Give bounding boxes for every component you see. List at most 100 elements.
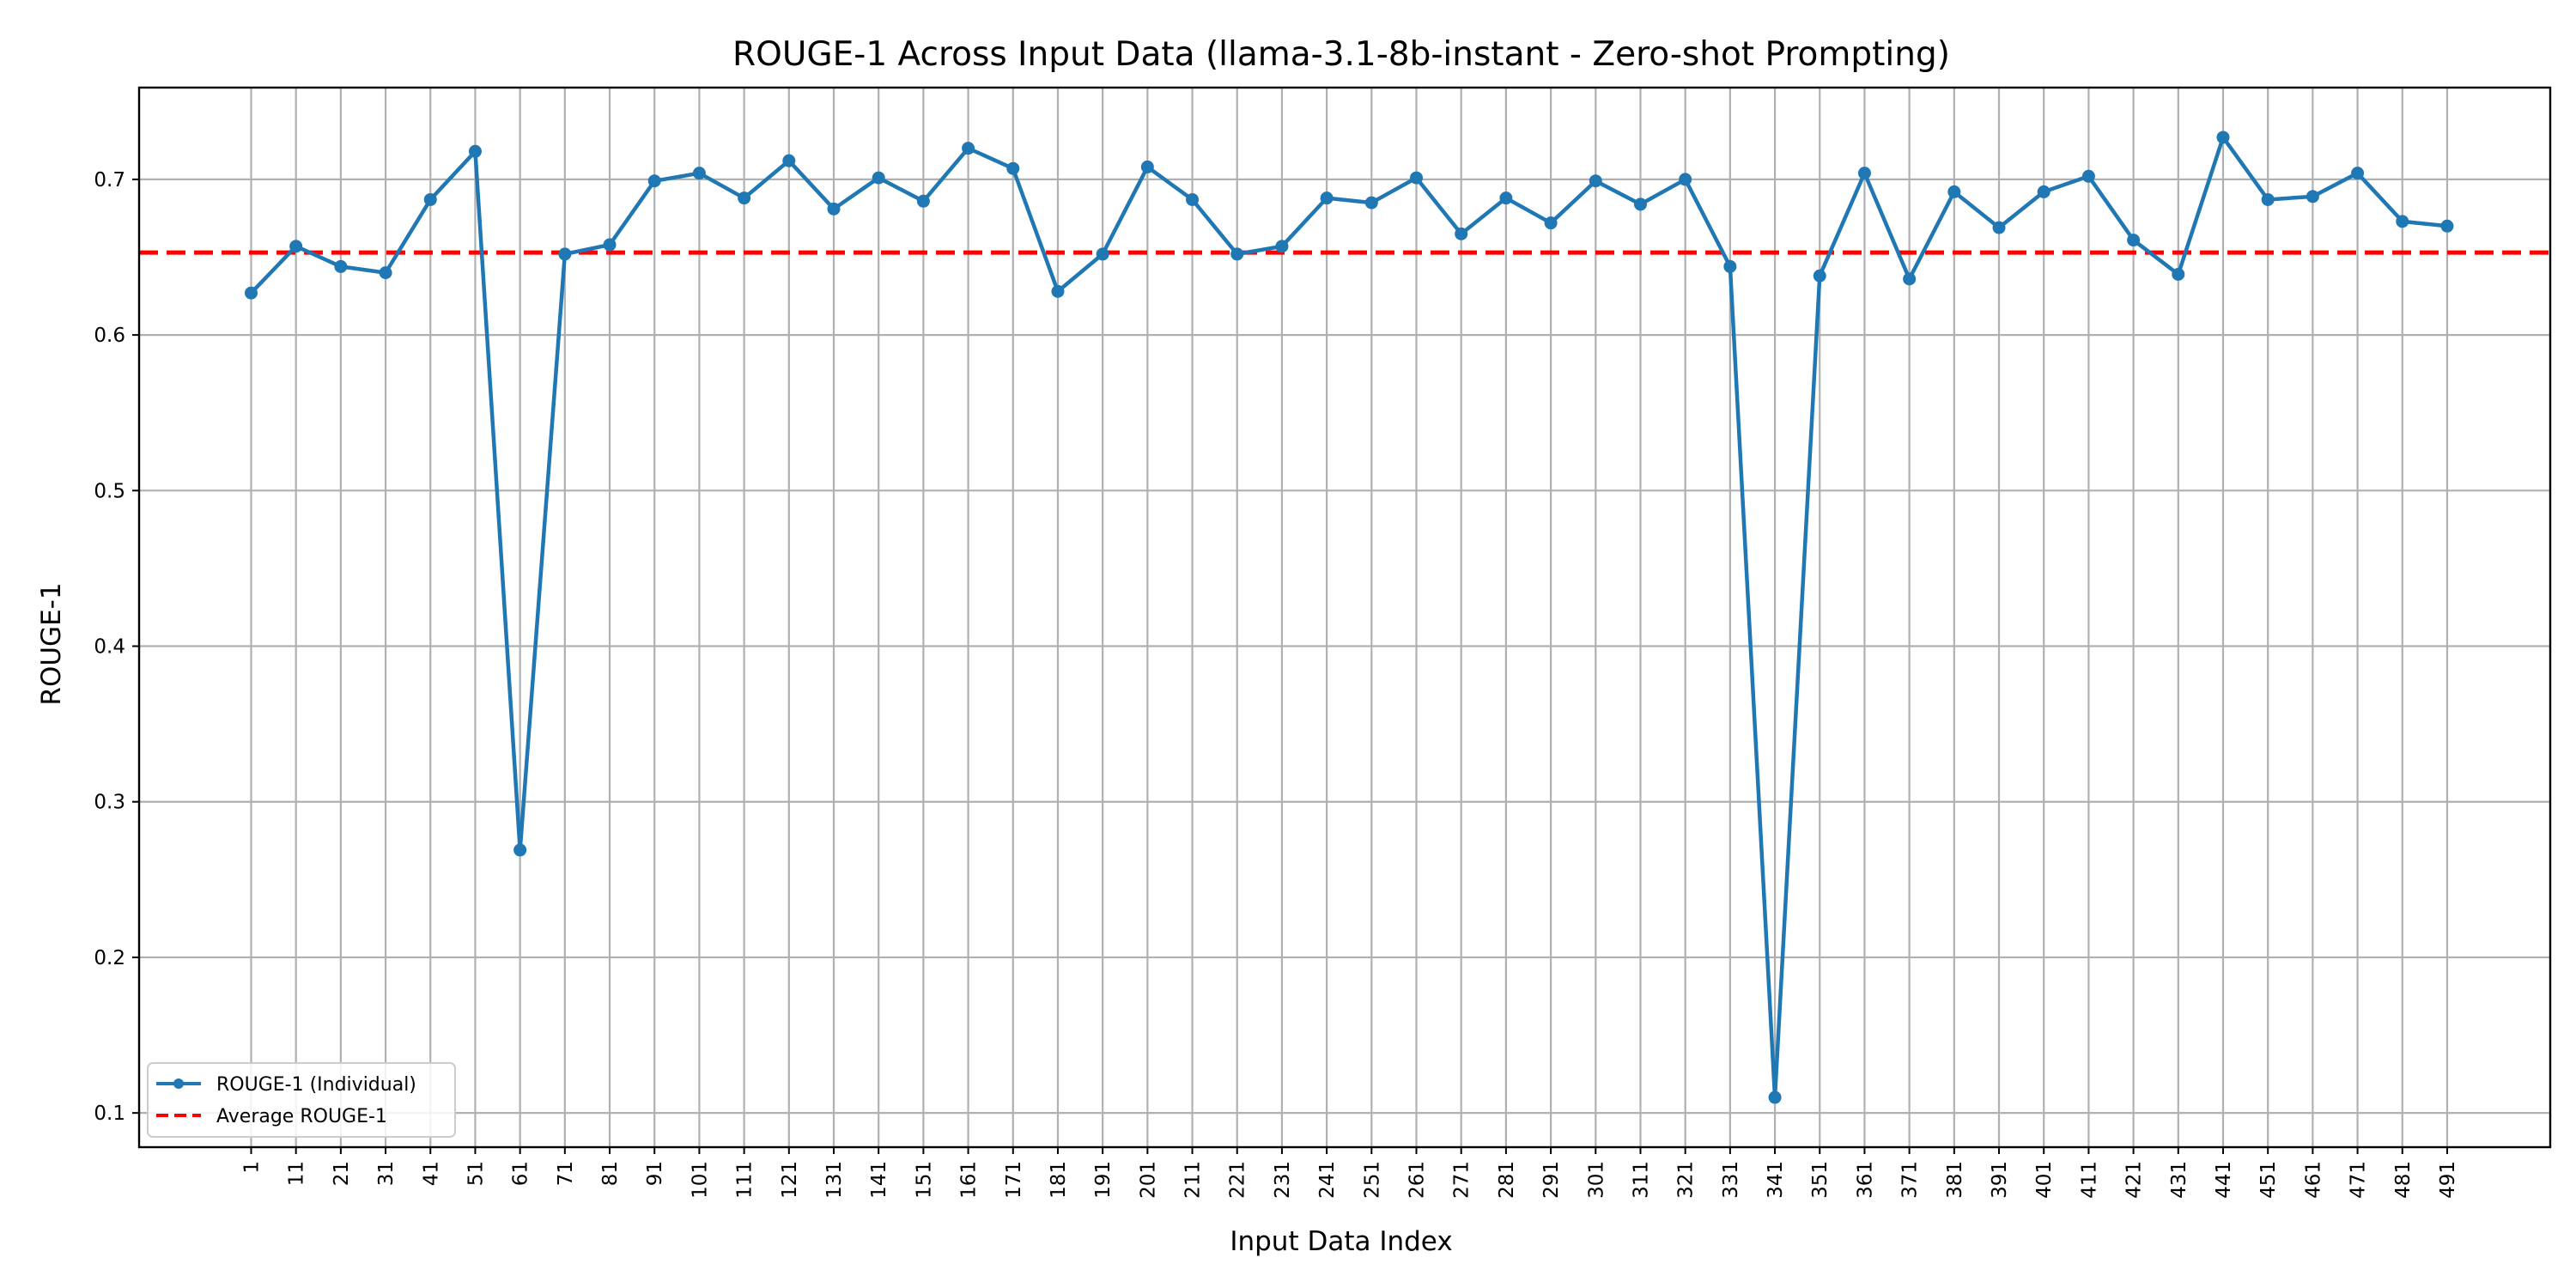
x-tick-label: 21 xyxy=(331,1161,353,1186)
rouge1-data-point xyxy=(1992,221,2006,234)
x-tick-label: 71 xyxy=(555,1161,577,1186)
rouge1-data-point xyxy=(2127,234,2141,247)
x-tick-label: 431 xyxy=(2168,1161,2190,1199)
legend: ROUGE-1 (Individual) Average ROUGE-1 xyxy=(147,1062,456,1138)
x-tick-label: 481 xyxy=(2392,1161,2415,1199)
x-tick-label: 341 xyxy=(1765,1161,1787,1199)
x-tick-label: 321 xyxy=(1675,1161,1698,1199)
rouge1-data-point xyxy=(1186,192,1200,206)
rouge1-data-point xyxy=(1857,167,1871,180)
rouge1-data-point xyxy=(1410,171,1424,185)
x-tick-label: 41 xyxy=(420,1161,442,1186)
rouge1-series-line xyxy=(249,135,2448,1100)
y-axis-label: ROUGE-1 xyxy=(36,582,67,705)
x-tick-label: 411 xyxy=(2078,1161,2100,1199)
rouge1-data-point xyxy=(1589,174,1602,188)
rouge1-data-point xyxy=(468,144,482,158)
rouge1-data-point xyxy=(1275,240,1289,253)
y-tick-label: 0.6 xyxy=(94,325,125,347)
rouge1-data-point xyxy=(2440,219,2454,233)
x-tick-label: 241 xyxy=(1316,1161,1339,1199)
chart-title: ROUGE-1 Across Input Data (llama-3.1-8b-… xyxy=(732,35,1950,74)
x-axis-label: Input Data Index xyxy=(1230,1226,1452,1257)
x-tick-label: 221 xyxy=(1227,1161,1249,1199)
x-tick-label: 31 xyxy=(375,1161,398,1186)
rouge1-data-point xyxy=(603,238,617,252)
rouge1-data-point xyxy=(1723,259,1737,273)
x-tick-label: 261 xyxy=(1406,1161,1429,1199)
rouge1-data-point xyxy=(2351,167,2365,180)
rouge1-data-point xyxy=(289,240,303,253)
x-tick-label: 161 xyxy=(958,1161,981,1199)
x-tick-label: 171 xyxy=(1003,1161,1025,1199)
x-tick-label: 421 xyxy=(2123,1161,2146,1199)
y-tick-label: 0.1 xyxy=(94,1103,125,1125)
x-tick-label: 141 xyxy=(868,1161,890,1199)
y-tick-label: 0.4 xyxy=(94,636,125,659)
x-tick-label: 361 xyxy=(1854,1161,1876,1199)
x-tick-label: 151 xyxy=(913,1161,935,1199)
x-tick-label: 331 xyxy=(1720,1161,1742,1199)
data-series xyxy=(244,131,2454,1104)
rouge1-data-point xyxy=(1096,247,1109,261)
x-tick-label: 381 xyxy=(1944,1161,1966,1199)
rouge1-data-point xyxy=(513,843,527,857)
x-tick-label: 301 xyxy=(1585,1161,1607,1199)
rouge1-data-point xyxy=(1051,284,1065,298)
rouge1-data-point xyxy=(1679,173,1692,186)
rouge1-data-point xyxy=(692,167,706,180)
x-tick-label: 441 xyxy=(2213,1161,2235,1199)
rouge1-data-point xyxy=(379,266,392,280)
x-tick-label: 191 xyxy=(1092,1161,1115,1199)
x-tick-label: 121 xyxy=(779,1161,801,1199)
rouge1-data-point xyxy=(2037,185,2050,198)
rouge1-data-point xyxy=(558,247,572,261)
x-tick-label: 91 xyxy=(644,1161,666,1186)
legend-marker-rouge1 xyxy=(173,1078,184,1089)
x-tick-label: 1 xyxy=(240,1161,263,1174)
rouge1-data-point xyxy=(2216,131,2230,144)
x-tick-label: 451 xyxy=(2257,1161,2280,1199)
x-tick-label: 231 xyxy=(1272,1161,1294,1199)
rouge1-data-point xyxy=(2306,190,2319,204)
x-tick-label: 11 xyxy=(286,1161,308,1186)
x-tick-label: 111 xyxy=(734,1161,756,1199)
rouge1-data-point xyxy=(827,202,841,216)
x-tick-label: 201 xyxy=(1137,1161,1159,1199)
rouge1-data-point xyxy=(1903,272,1917,286)
rouge1-data-point xyxy=(1633,197,1647,211)
rouge1-data-point xyxy=(1230,247,1244,261)
x-tick-label: 461 xyxy=(2302,1161,2324,1199)
rouge1-data-point xyxy=(738,191,751,205)
x-tick-label: 101 xyxy=(689,1161,711,1199)
rouge1-data-point xyxy=(782,154,796,167)
legend-label-average: Average ROUGE-1 xyxy=(216,1106,387,1127)
x-tick-label: 281 xyxy=(1496,1161,1518,1199)
y-tick-label: 0.7 xyxy=(94,169,125,191)
rouge1-data-point xyxy=(1006,161,1020,175)
rouge1-data-point xyxy=(334,259,348,273)
x-tick-label: 251 xyxy=(1361,1161,1383,1199)
x-tick-label: 211 xyxy=(1182,1161,1205,1199)
x-tick-label: 181 xyxy=(1048,1161,1070,1199)
x-tick-label: 81 xyxy=(599,1161,622,1186)
x-tick-label: 311 xyxy=(1630,1161,1652,1199)
rouge1-data-point xyxy=(1455,227,1468,240)
rouge1-data-point xyxy=(647,174,661,188)
rouge1-data-point xyxy=(1544,216,1558,230)
y-tick-label: 0.2 xyxy=(94,947,125,969)
y-axis-ticks: 0.1 0.2 0.3 0.4 0.5 0.6 0.7 xyxy=(94,169,139,1125)
x-tick-label: 491 xyxy=(2437,1161,2459,1199)
rouge1-data-point xyxy=(423,192,437,206)
rouge1-data-point xyxy=(1768,1091,1782,1104)
x-tick-label: 291 xyxy=(1540,1161,1563,1199)
rouge1-data-point xyxy=(1320,191,1334,205)
rouge1-data-point xyxy=(1499,191,1513,205)
legend-box xyxy=(147,1062,456,1138)
x-tick-label: 401 xyxy=(2033,1161,2056,1199)
rouge1-data-point xyxy=(2396,215,2409,228)
x-tick-label: 371 xyxy=(1899,1161,1922,1199)
rouge1-data-point xyxy=(962,142,975,155)
rouge1-data-point xyxy=(244,286,258,300)
